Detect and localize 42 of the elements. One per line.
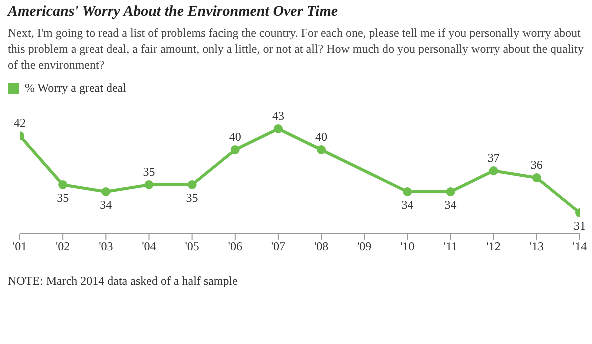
data-label: 43 bbox=[272, 109, 284, 123]
point bbox=[446, 188, 456, 196]
data-label: 34 bbox=[100, 198, 112, 212]
point bbox=[403, 188, 412, 196]
point bbox=[230, 146, 240, 154]
legend-label: % Worry a great deal bbox=[25, 81, 126, 96]
chart-title: Americans' Worry About the Environment Over Time bbox=[8, 4, 340, 21]
x-tick-label: '06 bbox=[228, 240, 242, 254]
data-label: 36 bbox=[530, 158, 543, 172]
point bbox=[274, 124, 283, 134]
point bbox=[317, 146, 326, 154]
x-tick-label: '03 bbox=[99, 240, 114, 254]
x-tick-label: '07 bbox=[271, 240, 286, 254]
data-label: 37 bbox=[488, 151, 500, 165]
x-tick-label: '14 bbox=[572, 240, 588, 254]
point bbox=[144, 180, 154, 190]
point bbox=[58, 180, 68, 190]
data-label: 42 bbox=[14, 116, 26, 130]
x-tick-label: '13 bbox=[530, 240, 544, 254]
x-tick-label: '12 bbox=[486, 240, 501, 254]
x-tick-label: '01 bbox=[12, 240, 28, 254]
data-label: 34 bbox=[444, 198, 457, 212]
data-label: 35 bbox=[143, 165, 156, 179]
x-tick-label: '08 bbox=[314, 240, 329, 254]
chart-subtitle: Next, I'm going to read a list of problems facing the country. For each one, please tell me if you personally worry about this problem a great deal, a fair amount, only a little, or not at all? How much do you personally worry about the quality of the environment? bbox=[8, 25, 584, 73]
x-tick-label: '09 bbox=[358, 240, 372, 254]
text: NOTE: March 2014 data asked of a half sample bbox=[8, 274, 239, 289]
point bbox=[188, 180, 197, 190]
x-tick-label: '11 bbox=[444, 240, 458, 254]
point bbox=[532, 174, 542, 182]
point bbox=[489, 166, 498, 176]
data-label: 40 bbox=[316, 130, 328, 144]
x-tick-label: '05 bbox=[185, 240, 200, 254]
data-label: 31 bbox=[574, 219, 586, 233]
data-label: 34 bbox=[402, 198, 414, 212]
x-tick-label: '02 bbox=[56, 240, 70, 254]
data-label: 35 bbox=[186, 191, 198, 205]
x-tick-label: '04 bbox=[142, 240, 156, 254]
data-label: 40 bbox=[229, 130, 242, 144]
data-label: 35 bbox=[57, 191, 70, 205]
point bbox=[102, 188, 111, 196]
x-tick-label: '10 bbox=[400, 240, 415, 254]
